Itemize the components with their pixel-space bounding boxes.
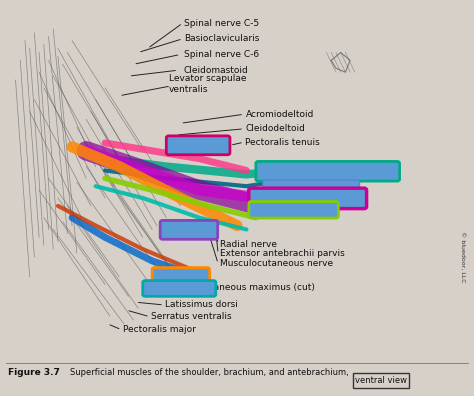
Text: Superficial muscles of the shoulder, brachium, and antebrachium,: Superficial muscles of the shoulder, bra… [70,369,348,377]
FancyBboxPatch shape [249,202,338,218]
Text: © bluedoor, LLC: © bluedoor, LLC [461,231,465,283]
Text: Spinal nerve C-5: Spinal nerve C-5 [184,19,259,27]
Text: Cleidodeltoid: Cleidodeltoid [246,124,305,133]
Text: Radial nerve: Radial nerve [219,240,276,249]
FancyBboxPatch shape [256,162,400,181]
Text: Acromiodeltoid: Acromiodeltoid [246,110,314,119]
Text: Pronator teres: Pronator teres [301,187,365,195]
FancyBboxPatch shape [152,268,210,283]
FancyBboxPatch shape [353,373,409,388]
Text: Musculocutaneous nerve: Musculocutaneous nerve [219,259,333,268]
Text: Extensor antebrachii parvis: Extensor antebrachii parvis [219,249,344,258]
Text: Radius: Radius [313,167,344,176]
Text: Cutaneous maximus (cut): Cutaneous maximus (cut) [198,283,315,292]
Text: Pectoralis tenuis: Pectoralis tenuis [246,138,320,147]
Text: Serratus ventralis: Serratus ventralis [151,312,232,321]
FancyBboxPatch shape [249,188,366,209]
Text: Levator scapulae
ventralis: Levator scapulae ventralis [169,74,246,94]
Text: Cleidomastoid: Cleidomastoid [184,66,248,75]
Text: Latissimus dorsi: Latissimus dorsi [165,301,238,309]
FancyBboxPatch shape [166,136,230,155]
Text: Basioclavicularis: Basioclavicularis [184,34,259,43]
FancyBboxPatch shape [160,221,218,239]
Text: Spinal nerve C-6: Spinal nerve C-6 [184,50,259,59]
FancyBboxPatch shape [143,281,216,296]
Text: Pectoralis major: Pectoralis major [123,325,196,334]
Text: Figure 3.7: Figure 3.7 [9,369,60,377]
Text: ventral view: ventral view [355,375,407,385]
FancyBboxPatch shape [263,180,359,199]
